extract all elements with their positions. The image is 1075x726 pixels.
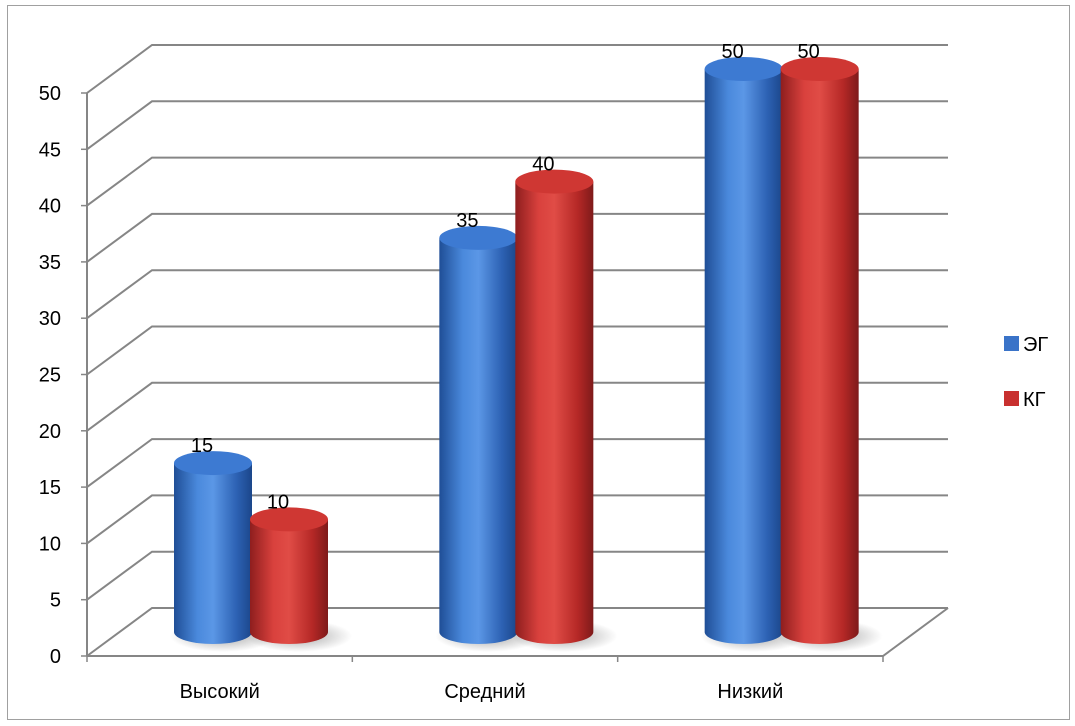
data-label: 50: [722, 41, 744, 63]
y-tick-label: 50: [39, 83, 61, 105]
legend: ЭГ КГ: [1004, 334, 1048, 411]
data-label: 10: [267, 491, 289, 513]
y-tick-label: 5: [50, 590, 61, 612]
gridline: [86, 550, 948, 601]
x-tick-label: Высокий: [180, 681, 260, 703]
y-tick-label: 15: [39, 477, 61, 499]
legend-label: ЭГ: [1023, 334, 1048, 356]
gridline: [86, 494, 948, 545]
gridline: [86, 156, 948, 207]
data-label: 40: [532, 154, 554, 176]
legend-label: КГ: [1023, 389, 1046, 411]
legend-swatch: [1004, 336, 1019, 351]
axes: 0 5 10 15 20 25 30 35 40 45 50 Высокий Средний Низкий: [39, 83, 949, 703]
data-label: 35: [456, 210, 478, 232]
gridline: [86, 381, 948, 432]
gridline: [86, 438, 948, 488]
data-labels: 15 10 35 40 50 50: [191, 41, 820, 513]
gridline: [86, 269, 948, 320]
bar: [780, 69, 859, 644]
y-tick-label: 25: [39, 365, 61, 387]
bar-cap: [250, 507, 328, 532]
grid-lines: [86, 44, 948, 657]
legend-swatch: [1004, 391, 1019, 406]
y-tick-label: 0: [50, 646, 61, 668]
bar-cap: [174, 451, 252, 476]
gridline: [86, 100, 948, 151]
y-tick-label: 35: [39, 252, 61, 274]
gridline: [86, 325, 948, 376]
y-tick-label: 20: [39, 421, 61, 443]
bar: [515, 181, 594, 644]
bar: [704, 69, 783, 644]
y-tick-label: 45: [39, 139, 61, 161]
x-tick-label: Средний: [444, 681, 525, 703]
bars: [170, 57, 883, 652]
gridline: [86, 607, 948, 657]
x-tick-label: Низкий: [717, 681, 783, 703]
y-tick-label: 40: [39, 196, 61, 218]
bar-cap: [704, 57, 783, 81]
y-tick-label: 10: [39, 533, 61, 555]
gridline: [86, 212, 948, 263]
y-tick-label: 30: [39, 308, 61, 330]
bar: [439, 237, 518, 644]
bar: [250, 519, 328, 644]
bar-cap: [439, 225, 518, 250]
gridline: [86, 44, 948, 94]
bar: [174, 463, 252, 644]
bar-cap: [780, 57, 859, 81]
data-label: 15: [191, 435, 213, 457]
bar-cap: [515, 169, 594, 194]
data-label: 50: [798, 41, 820, 63]
